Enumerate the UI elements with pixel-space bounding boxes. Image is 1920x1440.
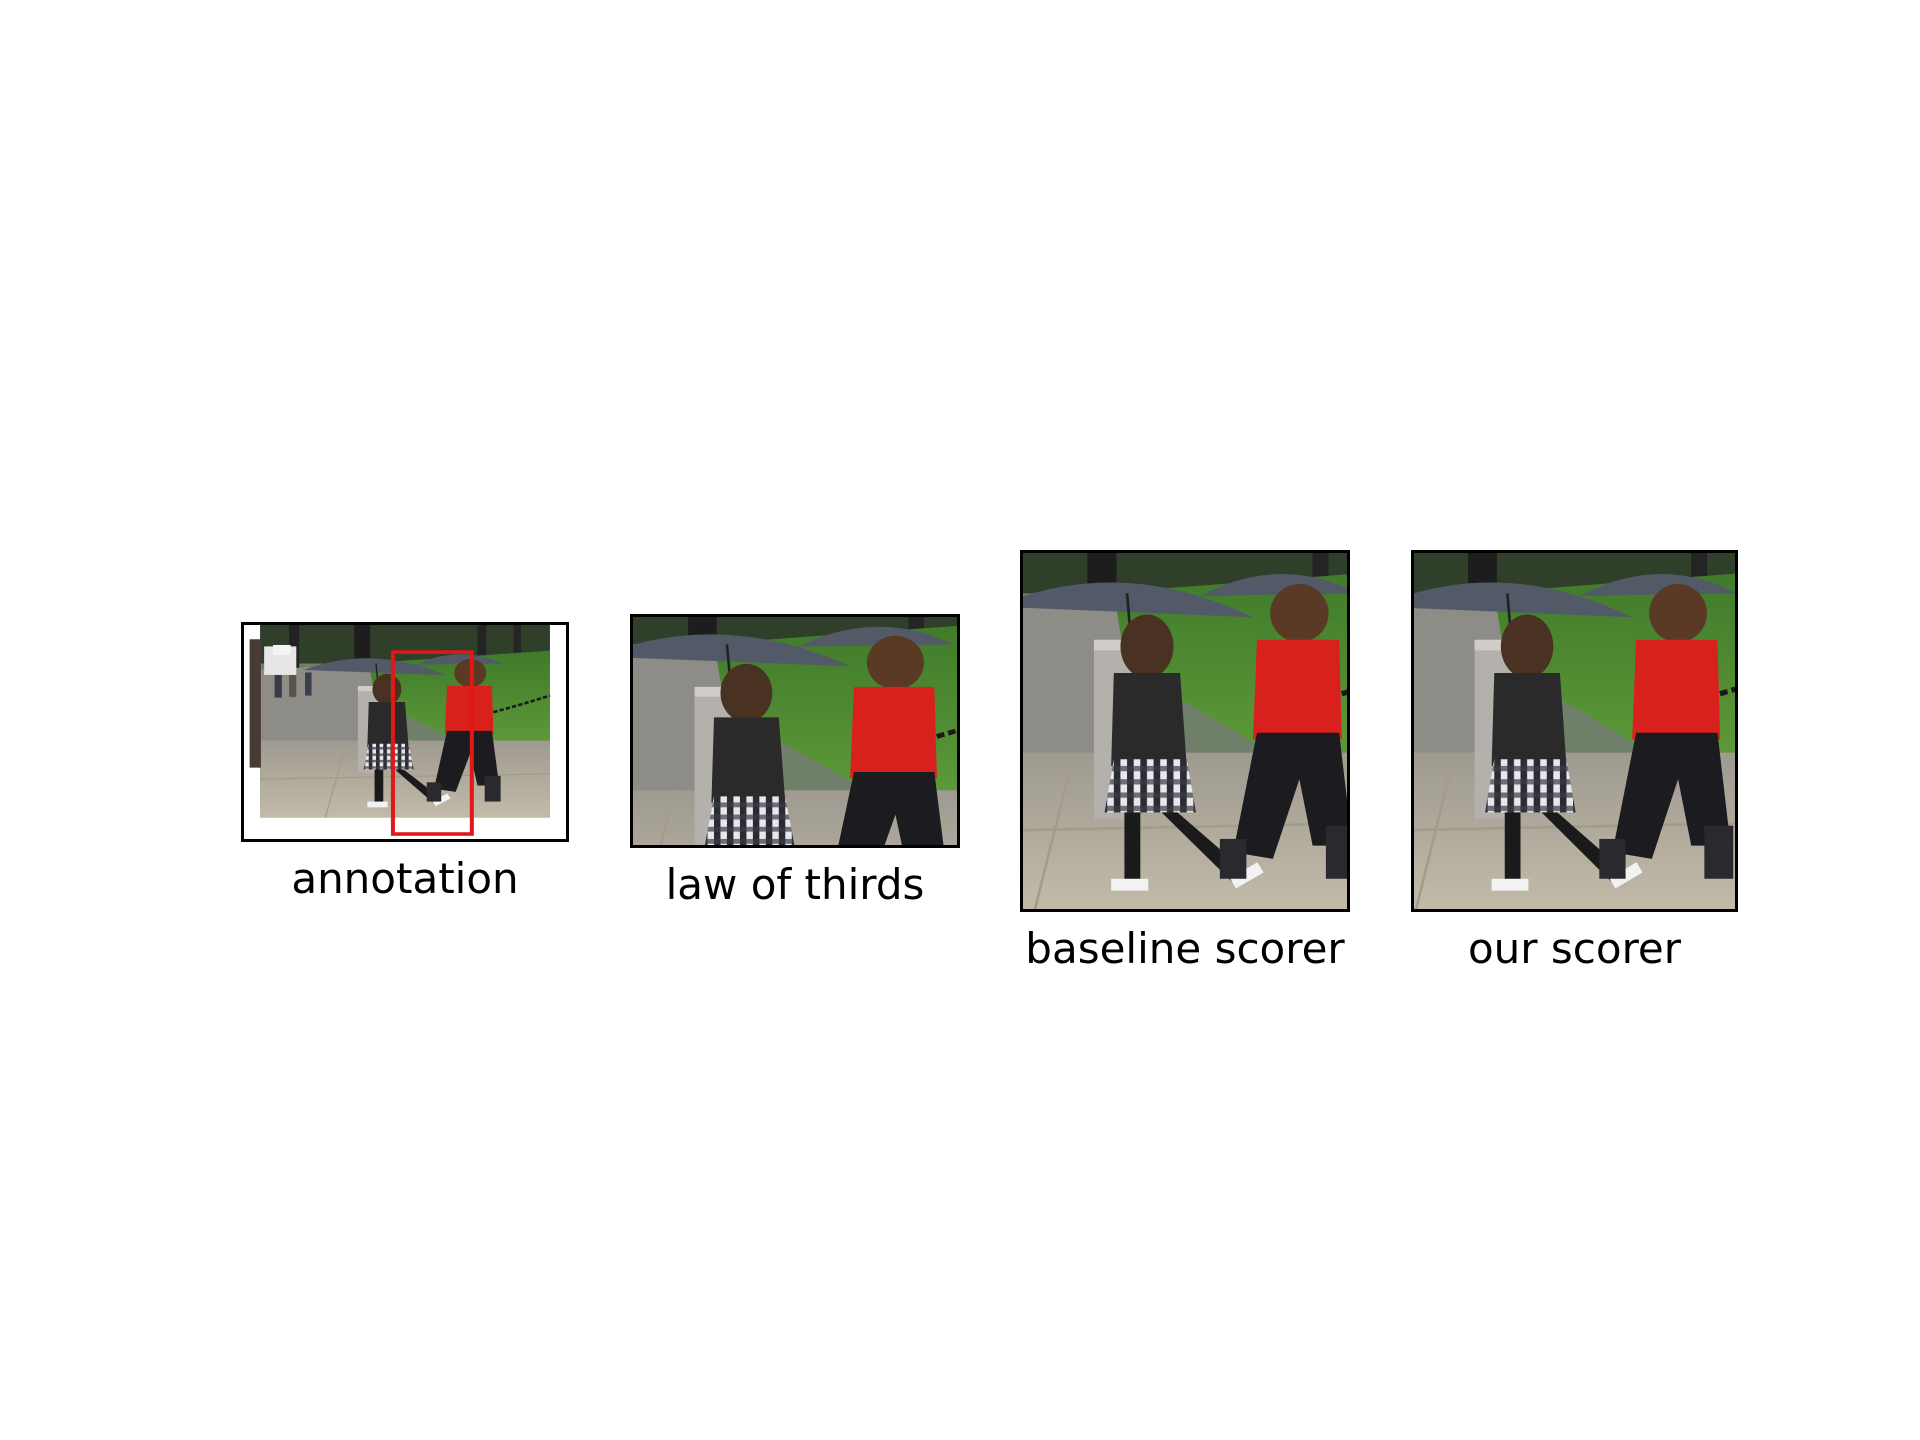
baseline-scorer-scene (1023, 553, 1347, 909)
caption-baseline-scorer: baseline scorer (1010, 928, 1360, 970)
law-of-thirds-photo (630, 614, 960, 848)
caption-law-of-thirds: law of thirds (630, 864, 960, 906)
baseline-scorer-photo (1020, 550, 1350, 912)
law-of-thirds-scene (633, 617, 957, 845)
our-scorer-scene (1414, 553, 1735, 909)
caption-our-scorer: our scorer (1411, 928, 1738, 970)
annotation-photo (241, 622, 569, 842)
our-scorer-photo (1411, 550, 1738, 912)
annotation-scene (244, 625, 566, 839)
caption-annotation: annotation (241, 858, 569, 900)
